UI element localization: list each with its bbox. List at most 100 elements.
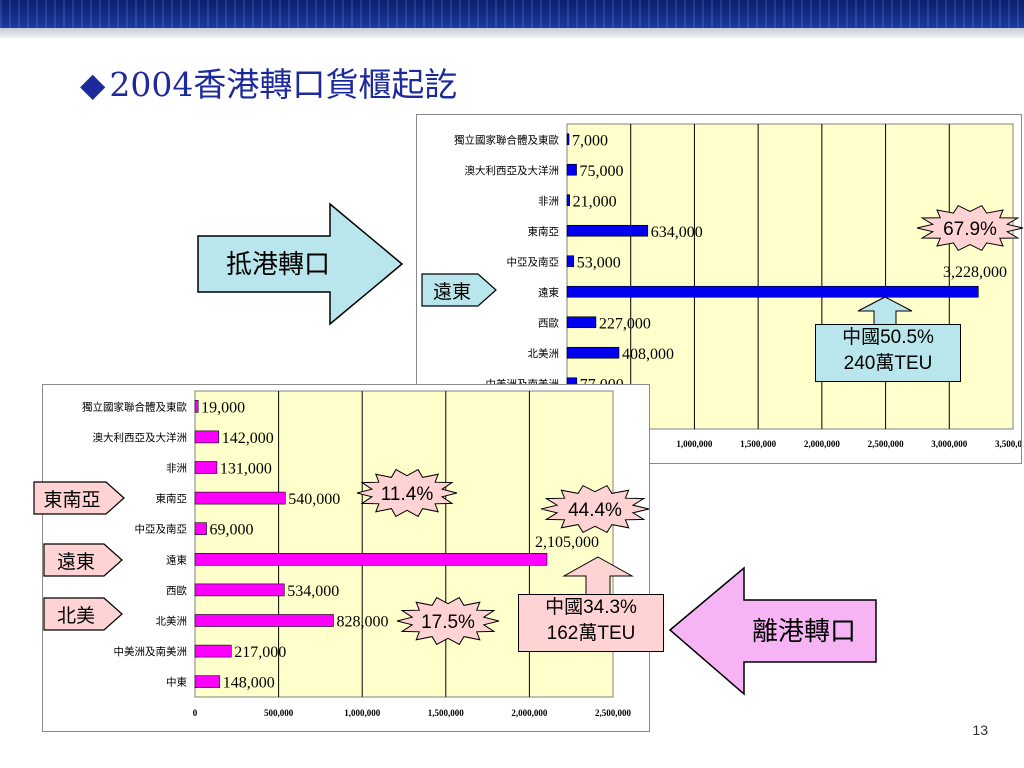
category-label: 澳大利西亞及大洋洲	[93, 431, 188, 444]
bar	[566, 255, 575, 268]
bottom-up-arrow	[562, 556, 634, 596]
page-title-text: 2004香港轉口貨櫃起訖	[109, 65, 458, 104]
starburst-shape	[916, 204, 1024, 252]
data-label: 19,000	[201, 399, 245, 416]
x-tick-label: 1,000,000	[676, 439, 713, 449]
category-label: 西歐	[538, 316, 559, 329]
x-tick-label: 2,500,000	[595, 708, 632, 718]
x-tick-label: 2,000,000	[804, 439, 841, 449]
bar	[566, 224, 649, 237]
data-label: 828,000	[336, 614, 388, 631]
category-label: 北美洲	[156, 615, 188, 628]
data-label: 2,105,000	[535, 534, 599, 551]
bottom-china-box: 中國34.3% 162萬TEU	[518, 594, 664, 652]
bar	[194, 583, 285, 597]
bottom-china-line1: 中國34.3%	[545, 597, 637, 618]
far-east-share-starburst: 44.4%	[540, 484, 650, 534]
bar	[566, 285, 979, 298]
data-label: 75,000	[580, 163, 624, 180]
bar	[194, 553, 548, 566]
tag-label: 北美	[57, 605, 95, 627]
top-china-line2: 240萬TEU	[843, 353, 933, 374]
sea-share-text: 11.4%	[381, 484, 434, 505]
bar	[566, 194, 570, 207]
tag-shape	[421, 273, 497, 307]
bar	[566, 316, 597, 329]
starburst-shape	[356, 468, 458, 518]
data-label: 634,000	[651, 224, 703, 241]
bar	[194, 430, 220, 444]
outbound-chart-svg: 0 500,000 1,000,000 1,500,000 2,000,000 2,500…	[82, 390, 632, 718]
bar	[194, 491, 286, 505]
tag-shape	[33, 481, 125, 515]
outbound-arrow: 離港轉口	[668, 566, 877, 696]
na-share-starburst: 17.5%	[396, 596, 500, 646]
category-label: 中美洲及南美洲	[114, 645, 188, 658]
header-underline	[0, 28, 1024, 38]
top-far-east-tag: 遠東	[421, 273, 497, 307]
bottom-na-tag: 北美	[43, 597, 123, 631]
bar	[194, 522, 207, 535]
tag-label: 遠東	[433, 281, 471, 303]
header-bar-texture	[0, 0, 1024, 28]
top-share-starburst: 67.9%	[916, 204, 1024, 252]
x-tick-label: 0	[193, 708, 198, 718]
tag-shape	[43, 597, 123, 631]
outbound-arrow-label: 離港轉口	[752, 617, 856, 647]
bar	[194, 675, 221, 689]
x-tick-label: 3,000,000	[931, 439, 968, 449]
bar	[566, 133, 570, 146]
outbound-arrow-shape	[668, 566, 877, 696]
category-label: 遠東	[166, 553, 187, 566]
up-arrow-shape	[857, 296, 913, 326]
bottom-far-east-tag: 遠東	[43, 543, 123, 577]
bar	[566, 346, 620, 359]
category-label: 東南亞	[156, 492, 188, 505]
bar	[566, 163, 577, 176]
category-label: 中東	[166, 676, 187, 689]
x-tick-label: 2,000,000	[511, 708, 548, 718]
bar	[194, 644, 232, 658]
page-number: 13	[972, 722, 988, 738]
top-share-text: 67.9%	[943, 219, 997, 240]
up-arrow-shape	[562, 556, 634, 596]
far-east-share-text: 44.4%	[568, 500, 622, 521]
sea-share-starburst: 11.4%	[356, 468, 458, 518]
category-label: 非洲	[538, 195, 559, 207]
bottom-sea-tag: 東南亞	[33, 481, 125, 515]
header-bar	[0, 0, 1024, 28]
na-share-text: 17.5%	[421, 612, 475, 633]
category-label: 西歐	[166, 584, 187, 597]
category-label: 遠東	[538, 286, 559, 299]
x-tick-label: 500,000	[264, 708, 294, 718]
top-china-line1: 中國50.5%	[842, 327, 934, 348]
page-title: ◆ 2004香港轉口貨櫃起訖	[80, 60, 457, 110]
data-label: 540,000	[288, 491, 340, 508]
top-china-box: 中國50.5% 240萬TEU	[815, 324, 961, 382]
bar	[194, 461, 218, 474]
x-tick-label: 1,500,000	[428, 708, 465, 718]
starburst-shape	[396, 596, 500, 646]
bottom-china-line2: 162萬TEU	[546, 623, 636, 644]
bar	[194, 400, 199, 413]
inbound-chart: 0500,0001,000,0001,500,0002,000,0002,500…	[416, 114, 1022, 464]
x-tick-label: 3,500,000	[995, 439, 1021, 449]
starburst-shape	[540, 484, 650, 534]
x-tick-label: 1,000,000	[344, 708, 381, 718]
x-tick-label: 2,500,000	[868, 439, 905, 449]
data-label: 227,000	[599, 315, 651, 332]
category-label: 東南亞	[528, 225, 560, 238]
data-label: 7,000	[572, 132, 608, 149]
category-label: 澳大利西亞及大洋洲	[465, 164, 560, 177]
diamond-bullet-icon: ◆	[80, 65, 106, 104]
data-label: 53,000	[577, 254, 621, 271]
inbound-arrow-shape	[197, 202, 404, 326]
data-label: 148,000	[223, 675, 275, 692]
category-label: 獨立國家聯合體及東歐	[454, 133, 559, 146]
inbound-arrow-label: 抵港轉口	[226, 250, 330, 280]
data-label: 131,000	[220, 461, 272, 478]
category-label: 中亞及南亞	[135, 523, 188, 536]
category-label: 獨立國家聯合體及東歐	[82, 400, 187, 413]
data-label: 21,000	[573, 193, 617, 210]
data-label: 217,000	[234, 644, 286, 661]
